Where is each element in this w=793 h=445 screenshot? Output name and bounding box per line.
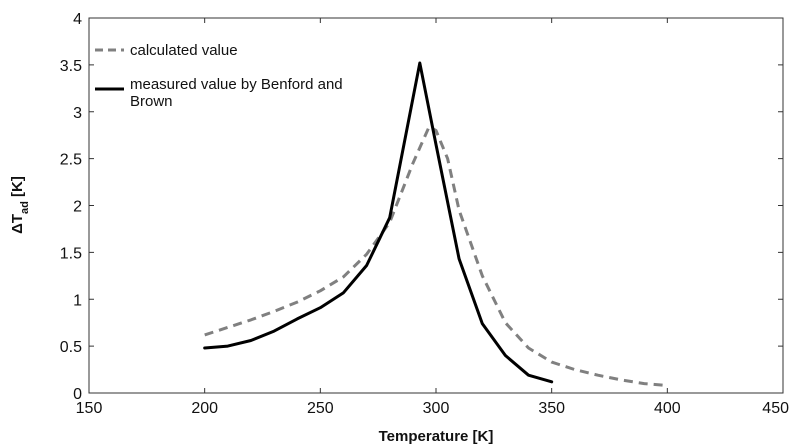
x-tick-label: 350	[538, 400, 565, 417]
legend-label-measured: measured value by Benford and Brown	[130, 76, 347, 110]
plot-frame	[88, 17, 784, 394]
y-axis-title-suffix: [K]	[9, 176, 26, 201]
ticks	[88, 17, 784, 394]
y-tick-label: 4	[73, 11, 82, 28]
series-line-measured	[203, 61, 554, 384]
legend-label-calculated: calculated value	[130, 42, 238, 59]
y-tick-label: 0	[73, 386, 82, 403]
y-tick-label: 0.5	[60, 339, 82, 356]
legend-label-measured-line1: measured value by Benford and	[130, 76, 343, 93]
y-axis-title-prefix: ΔT	[9, 214, 26, 234]
x-tick-label: 300	[423, 400, 450, 417]
x-tick-label: 200	[191, 400, 218, 417]
y-tick-label: 3.5	[60, 58, 82, 75]
series-layer	[203, 61, 668, 387]
y-axis-title: ΔTad [K]	[9, 176, 31, 234]
legend-label-measured-line2: Brown	[130, 93, 173, 110]
tick-labels: 150 200 250 300 350 400 450 0 0.5 1 1.5 2 2.5 3 3.5 4	[60, 11, 789, 417]
y-tick-label: 3	[73, 105, 82, 122]
y-tick-label: 2.5	[60, 152, 82, 169]
y-tick-label: 1	[73, 292, 82, 309]
legend: calculated value measured value by Benfo…	[95, 42, 347, 110]
x-axis-title: Temperature [K]	[379, 428, 494, 445]
x-tick-label: 400	[654, 400, 681, 417]
series-line-calculated	[204, 125, 668, 387]
y-tick-label: 1.5	[60, 245, 82, 262]
x-tick-label: 150	[76, 400, 103, 417]
x-tick-label: 250	[307, 400, 334, 417]
x-tick-label: 450	[762, 400, 789, 417]
y-axis-title-subscript: ad	[19, 201, 31, 214]
y-tick-label: 2	[73, 199, 82, 216]
